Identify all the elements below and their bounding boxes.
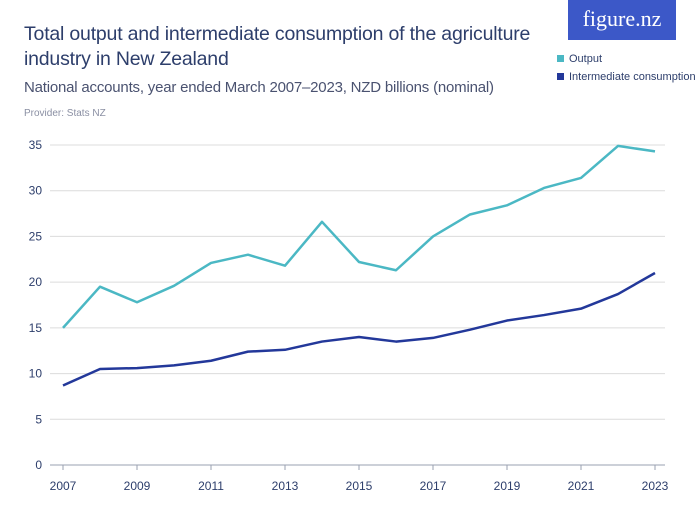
figure-nz-logo[interactable]: figure.nz — [568, 0, 676, 40]
legend-swatch-output — [557, 55, 564, 62]
legend-item-intermediate: Intermediate consumption — [557, 71, 696, 83]
x-tick-label: 2015 — [346, 479, 373, 493]
y-tick-label: 30 — [29, 184, 43, 198]
provider-label: Provider: Stats NZ — [24, 108, 106, 119]
x-tick-label: 2023 — [642, 479, 669, 493]
x-tick-label: 2019 — [494, 479, 521, 493]
x-tick-label: 2007 — [50, 479, 77, 493]
x-tick-label: 2021 — [568, 479, 595, 493]
legend-item-output: Output — [557, 53, 602, 65]
series-line-output — [62, 144, 656, 329]
y-tick-label: 0 — [35, 458, 42, 472]
y-tick-label: 25 — [29, 229, 43, 243]
y-tick-label: 10 — [29, 367, 43, 381]
x-tick-label: 2013 — [272, 479, 299, 493]
chart-title: Total output and intermediate consumptio… — [24, 23, 531, 70]
legend-label-intermediate: Intermediate consumption — [569, 71, 696, 83]
chart-subtitle: National accounts, year ended March 2007… — [24, 79, 494, 96]
x-tick-label: 2017 — [420, 479, 447, 493]
y-tick-label: 20 — [29, 275, 43, 289]
legend-swatch-intermediate — [557, 73, 564, 80]
y-tick-label: 35 — [29, 138, 43, 152]
x-tick-label: 2009 — [124, 479, 151, 493]
y-tick-label: 15 — [29, 321, 43, 335]
x-tick-label: 2011 — [198, 479, 224, 493]
legend-label-output: Output — [569, 53, 603, 65]
series-line-intermediate-consumption — [62, 271, 656, 387]
y-tick-label: 5 — [35, 412, 42, 426]
